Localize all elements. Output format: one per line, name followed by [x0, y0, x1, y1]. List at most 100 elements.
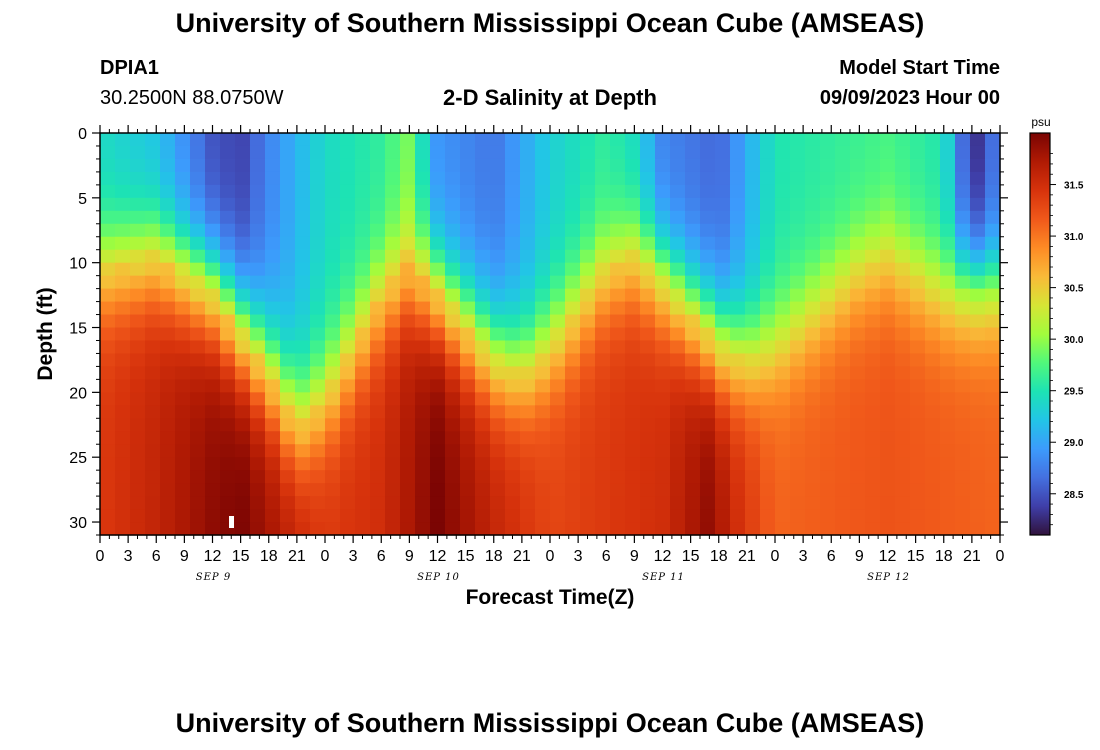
heat-cell: [730, 470, 746, 484]
heat-cell: [220, 249, 236, 264]
x-tick-label: 18: [260, 548, 278, 565]
heat-cell: [865, 392, 881, 406]
heat-cell: [685, 133, 701, 147]
heat-cell: [925, 379, 941, 393]
heat-cell: [280, 340, 296, 355]
heat-cell: [700, 327, 716, 342]
heat-cell: [460, 483, 476, 497]
heat-cell: [655, 405, 671, 419]
heat-cell: [115, 249, 131, 264]
heat-cell: [880, 366, 896, 380]
heat-cell: [760, 184, 776, 199]
heat-cell: [715, 496, 731, 510]
heat-cell: [865, 288, 881, 303]
colorbar-tick-label: 30.5: [1064, 284, 1084, 295]
heat-cell: [250, 249, 266, 264]
heat-cell: [700, 379, 716, 393]
heat-cell: [985, 327, 1001, 342]
heat-cell: [325, 392, 341, 406]
heat-cell: [430, 210, 446, 225]
heat-cell: [865, 145, 881, 160]
heat-cell: [145, 145, 161, 160]
heat-cell: [655, 158, 671, 173]
heat-cell: [550, 379, 566, 393]
heat-cell: [580, 197, 596, 212]
heat-cell: [565, 133, 581, 147]
heat-cell: [160, 158, 176, 173]
heat-cell: [715, 288, 731, 303]
heat-cell: [910, 392, 926, 406]
heat-cell: [685, 249, 701, 264]
heat-cell: [610, 353, 626, 368]
heat-cell: [565, 145, 581, 160]
heat-cell: [385, 314, 401, 329]
heat-cell: [685, 457, 701, 471]
heat-cell: [490, 405, 506, 419]
heat-cell: [970, 522, 986, 536]
heat-cell: [565, 236, 581, 251]
heat-cell: [580, 483, 596, 497]
heat-cell: [955, 223, 971, 238]
heat-cell: [250, 379, 266, 393]
heat-cell: [400, 275, 416, 290]
x-tick-label: 6: [827, 548, 836, 565]
heat-cell: [295, 366, 311, 380]
heat-cell: [955, 418, 971, 432]
heat-cell: [835, 457, 851, 471]
heat-cell: [280, 522, 296, 536]
heat-cell: [100, 171, 116, 186]
heat-cell: [880, 418, 896, 432]
heat-cell: [775, 483, 791, 497]
heat-cell: [160, 249, 176, 264]
heat-cell: [475, 483, 491, 497]
heat-cell: [310, 353, 326, 368]
heat-cell: [670, 236, 686, 251]
heat-cell: [175, 184, 191, 199]
heat-cell: [850, 392, 866, 406]
heat-cell: [415, 509, 431, 523]
heat-cell: [880, 210, 896, 225]
heat-cell: [370, 249, 386, 264]
heat-cell: [400, 483, 416, 497]
heat-cell: [520, 392, 536, 406]
heat-cell: [190, 133, 206, 147]
station-coords: 30.2500N 88.0750W: [100, 87, 284, 109]
heat-cell: [595, 184, 611, 199]
heat-cell: [520, 457, 536, 471]
heat-cell: [880, 275, 896, 290]
heat-cell: [115, 483, 131, 497]
heat-cell: [505, 431, 521, 445]
heat-cell: [490, 379, 506, 393]
heat-cell: [580, 444, 596, 458]
heat-cell: [205, 158, 221, 173]
heat-cell: [715, 457, 731, 471]
heat-cell: [550, 496, 566, 510]
heat-cell: [940, 353, 956, 368]
heat-cell: [505, 483, 521, 497]
heat-cell: [805, 405, 821, 419]
heat-cell: [235, 249, 251, 264]
heat-cell: [835, 275, 851, 290]
heat-cell: [325, 405, 341, 419]
heat-cell: [625, 197, 641, 212]
heat-cell: [610, 197, 626, 212]
heat-cell: [715, 418, 731, 432]
heat-cell: [160, 197, 176, 212]
heat-cell: [700, 133, 716, 147]
heat-cell: [235, 158, 251, 173]
heat-cell: [715, 509, 731, 523]
heat-cell: [805, 392, 821, 406]
heat-cell: [790, 327, 806, 342]
heat-cell: [655, 496, 671, 510]
heat-cell: [775, 353, 791, 368]
heat-cell: [715, 301, 731, 316]
heat-cell: [670, 483, 686, 497]
heat-cell: [370, 457, 386, 471]
chart-subtitle: 2-D Salinity at Depth: [443, 85, 657, 110]
heat-cell: [595, 379, 611, 393]
heat-cell: [580, 210, 596, 225]
heat-cell: [340, 145, 356, 160]
heat-cell: [415, 327, 431, 342]
heat-cell: [730, 444, 746, 458]
heat-cell: [535, 301, 551, 316]
